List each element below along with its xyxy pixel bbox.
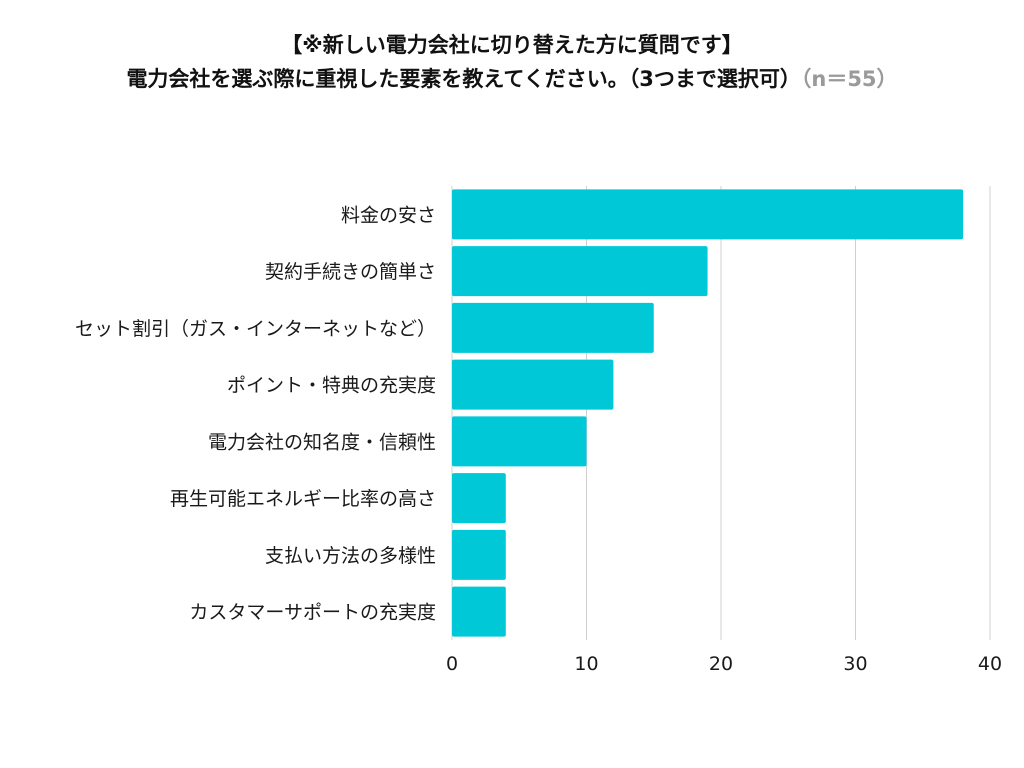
category-label: 再生可能エネルギー比率の高さ xyxy=(170,488,436,510)
x-tick-label: 20 xyxy=(709,653,733,675)
bar xyxy=(452,246,708,297)
chart-title-line2: 電力会社を選ぶ際に重視した要素を教えてください。（3つまで選択可）（n＝55） xyxy=(0,62,1024,96)
bars xyxy=(452,189,964,637)
bar xyxy=(452,586,506,637)
category-label: 支払い方法の多様性 xyxy=(265,545,436,567)
chart-title-line1: 【※新しい電力会社に切り替えた方に質問です】 xyxy=(281,33,743,57)
bar xyxy=(452,189,964,240)
bar xyxy=(452,359,614,410)
x-tick-label: 10 xyxy=(574,653,598,675)
x-tick-label: 0 xyxy=(446,653,458,675)
category-label: 電力会社の知名度・信頼性 xyxy=(208,431,436,453)
bar xyxy=(452,529,506,580)
category-label: 契約手続きの簡単さ xyxy=(265,261,436,283)
category-label: カスタマーサポートの充実度 xyxy=(189,602,436,624)
x-tick-label: 30 xyxy=(843,653,867,675)
x-tick-label: 40 xyxy=(978,653,1002,675)
category-label: 料金の安さ xyxy=(341,204,436,226)
bar xyxy=(452,416,587,467)
category-label: ポイント・特典の充実度 xyxy=(227,375,436,397)
x-tick-labels: 0 10 20 30 40 xyxy=(446,653,1002,675)
chart-title: 【※新しい電力会社に切り替えた方に質問です】 電力会社を選ぶ際に重視した要素を教… xyxy=(0,28,1024,96)
bar xyxy=(452,302,654,353)
chart-sample-size: （n＝55） xyxy=(800,67,898,91)
bar xyxy=(452,473,506,524)
category-label: セット割引（ガス・インターネットなど） xyxy=(75,318,436,340)
chart-title-question: 電力会社を選ぶ際に重視した要素を教えてください。（3つまで選択可） xyxy=(126,67,801,91)
